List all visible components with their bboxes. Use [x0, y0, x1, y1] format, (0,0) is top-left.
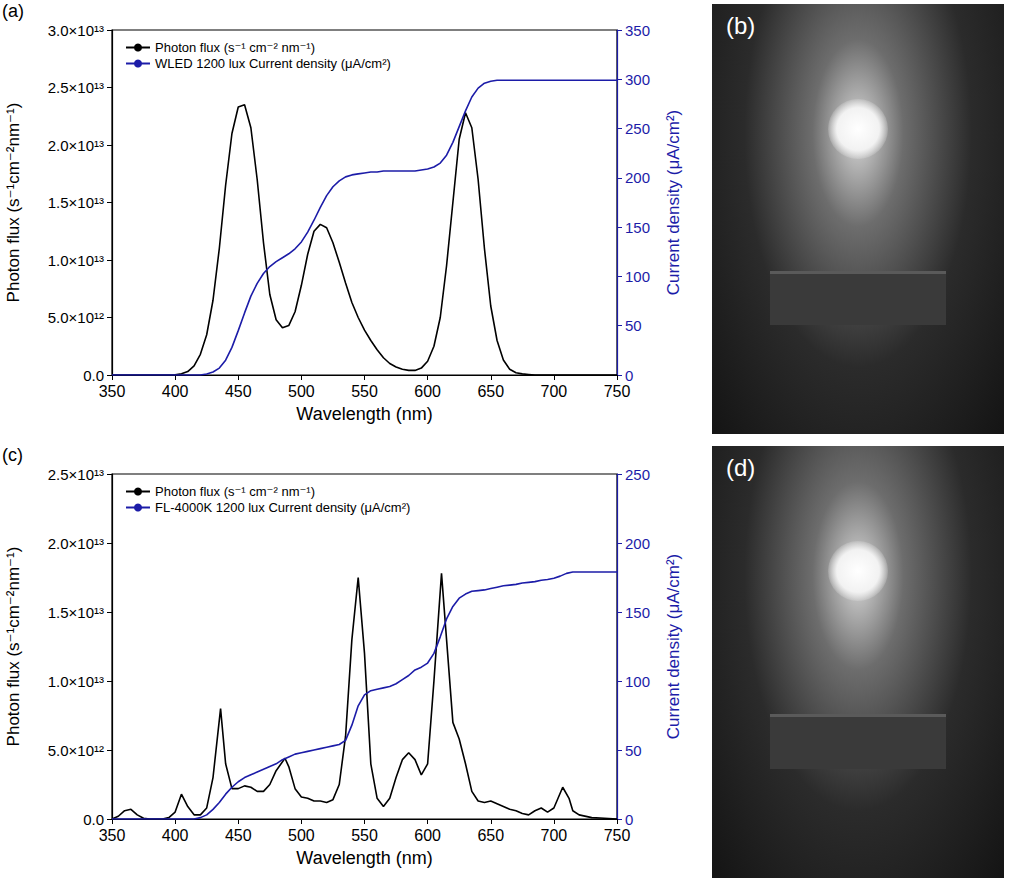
- svg-text:1.0×10¹³: 1.0×10¹³: [48, 252, 104, 269]
- svg-text:650: 650: [477, 383, 504, 400]
- svg-text:0: 0: [625, 811, 633, 828]
- svg-text:600: 600: [414, 827, 441, 844]
- svg-text:700: 700: [541, 827, 568, 844]
- svg-text:Photon flux (s⁻¹ cm⁻² nm⁻¹): Photon flux (s⁻¹ cm⁻² nm⁻¹): [155, 40, 315, 55]
- svg-text:5.0×10¹²: 5.0×10¹²: [48, 742, 104, 759]
- svg-text:400: 400: [162, 827, 189, 844]
- svg-text:2.5×10¹³: 2.5×10¹³: [48, 79, 104, 96]
- svg-text:350: 350: [99, 383, 126, 400]
- svg-text:450: 450: [225, 383, 252, 400]
- svg-text:0.0: 0.0: [83, 811, 104, 828]
- svg-text:700: 700: [541, 383, 568, 400]
- svg-text:100: 100: [625, 268, 650, 285]
- svg-text:550: 550: [351, 383, 378, 400]
- svg-text:250: 250: [625, 120, 650, 137]
- svg-text:300: 300: [625, 71, 650, 88]
- svg-text:3.0×10¹³: 3.0×10¹³: [48, 22, 104, 39]
- svg-text:Wavelength (nm): Wavelength (nm): [296, 404, 432, 424]
- svg-text:Photon flux (s⁻¹cm⁻²nm⁻¹): Photon flux (s⁻¹cm⁻²nm⁻¹): [4, 547, 23, 747]
- svg-text:400: 400: [162, 383, 189, 400]
- svg-text:2.5×10¹³: 2.5×10¹³: [48, 466, 104, 483]
- svg-text:50: 50: [625, 742, 642, 759]
- svg-text:Photon flux (s⁻¹ cm⁻² nm⁻¹): Photon flux (s⁻¹ cm⁻² nm⁻¹): [155, 484, 315, 499]
- svg-text:Photon flux (s⁻¹cm⁻²nm⁻¹): Photon flux (s⁻¹cm⁻²nm⁻¹): [4, 103, 23, 303]
- svg-text:Current density (μA/cm²): Current density (μA/cm²): [664, 554, 683, 740]
- svg-text:350: 350: [99, 827, 126, 844]
- svg-text:FL-4000K 1200 lux Current dens: FL-4000K 1200 lux Current density (μA/cm…: [155, 500, 410, 515]
- svg-text:750: 750: [604, 383, 631, 400]
- svg-text:2.0×10¹³: 2.0×10¹³: [48, 137, 104, 154]
- svg-text:750: 750: [604, 827, 631, 844]
- svg-text:600: 600: [414, 383, 441, 400]
- svg-text:500: 500: [288, 827, 315, 844]
- svg-text:150: 150: [625, 604, 650, 621]
- svg-text:150: 150: [625, 219, 650, 236]
- html-text:(b): (b): [726, 12, 756, 39]
- svg-text:(c): (c): [2, 445, 23, 465]
- svg-text:0.0: 0.0: [83, 367, 104, 384]
- svg-text:100: 100: [625, 673, 650, 690]
- svg-text:200: 200: [625, 169, 650, 186]
- svg-text:550: 550: [351, 827, 378, 844]
- svg-text:5.0×10¹²: 5.0×10¹²: [48, 309, 104, 326]
- svg-text:350: 350: [625, 22, 650, 39]
- svg-text:50: 50: [625, 317, 642, 334]
- svg-text:1.0×10¹³: 1.0×10¹³: [48, 673, 104, 690]
- svg-text:0: 0: [625, 367, 633, 384]
- html-text:(d): (d): [726, 454, 756, 481]
- svg-text:Current density (μA/cm²): Current density (μA/cm²): [664, 110, 683, 296]
- svg-text:Wavelength (nm): Wavelength (nm): [296, 848, 432, 868]
- svg-text:650: 650: [477, 827, 504, 844]
- svg-text:1.5×10¹³: 1.5×10¹³: [48, 604, 104, 621]
- svg-text:WLED 1200 lux Current density: WLED 1200 lux Current density (μA/cm²): [155, 56, 391, 71]
- svg-text:450: 450: [225, 827, 252, 844]
- svg-text:2.0×10¹³: 2.0×10¹³: [48, 535, 104, 552]
- svg-text:250: 250: [625, 466, 650, 483]
- svg-text:200: 200: [625, 535, 650, 552]
- svg-text:(a): (a): [2, 1, 24, 21]
- svg-text:1.5×10¹³: 1.5×10¹³: [48, 194, 104, 211]
- svg-text:500: 500: [288, 383, 315, 400]
